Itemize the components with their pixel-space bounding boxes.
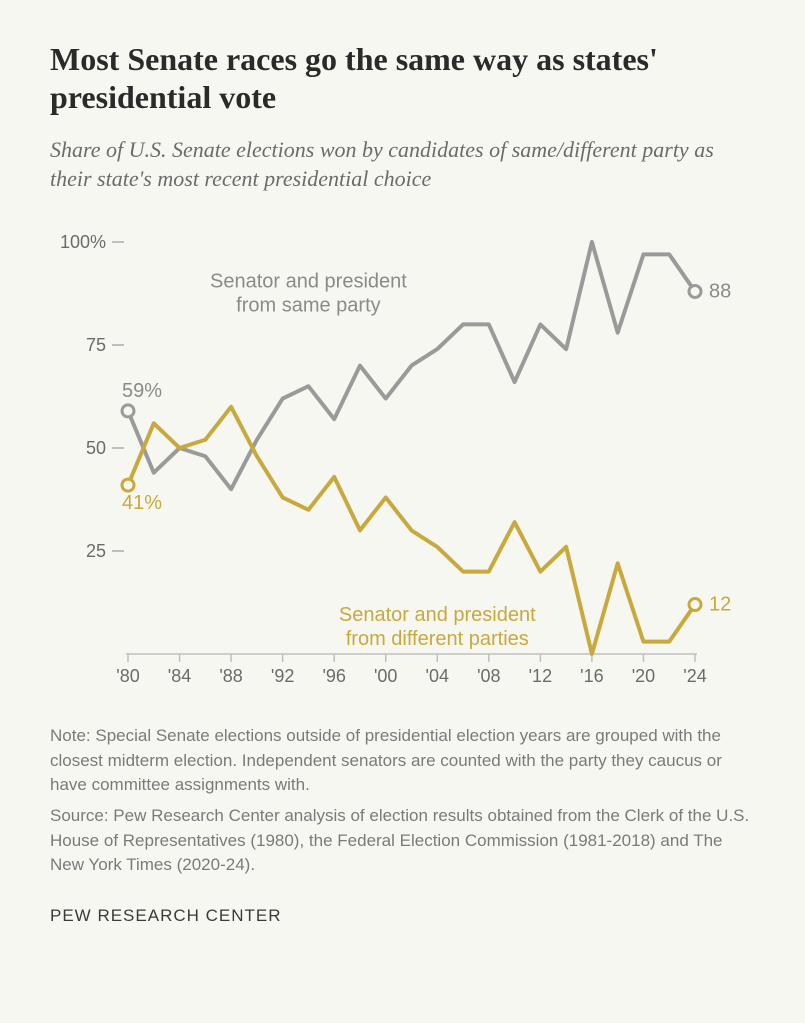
svg-text:from different parties: from different parties <box>346 628 529 650</box>
svg-text:'12: '12 <box>529 666 552 686</box>
chart-source: Source: Pew Research Center analysis of … <box>50 804 755 878</box>
chart-subtitle: Share of U.S. Senate elections won by ca… <box>50 135 755 194</box>
svg-text:'04: '04 <box>426 666 449 686</box>
svg-text:100%: 100% <box>60 232 106 252</box>
svg-text:'92: '92 <box>271 666 294 686</box>
footer-brand: PEW RESEARCH CENTER <box>50 906 755 926</box>
svg-text:88: 88 <box>709 281 731 303</box>
svg-text:59%: 59% <box>122 380 162 402</box>
svg-text:from same party: from same party <box>236 294 380 316</box>
chart-title: Most Senate races go the same way as sta… <box>50 40 755 117</box>
svg-text:'80: '80 <box>116 666 139 686</box>
svg-text:'20: '20 <box>632 666 655 686</box>
svg-text:'00: '00 <box>374 666 397 686</box>
svg-text:50: 50 <box>86 438 106 458</box>
svg-text:'96: '96 <box>322 666 345 686</box>
svg-text:'88: '88 <box>219 666 242 686</box>
svg-text:'08: '08 <box>477 666 500 686</box>
svg-text:'16: '16 <box>580 666 603 686</box>
svg-text:Senator and president: Senator and president <box>339 604 536 626</box>
line-chart: 25 50 75 100% '80 '84 '88 '92 '96 '00 '04 '08 '12 '16… <box>50 224 755 694</box>
chart-note: Note: Special Senate elections outside o… <box>50 724 755 798</box>
svg-text:'84: '84 <box>168 666 191 686</box>
svg-text:12: 12 <box>709 594 731 616</box>
svg-text:'24: '24 <box>683 666 706 686</box>
svg-text:25: 25 <box>86 541 106 561</box>
svg-text:Senator and president: Senator and president <box>210 270 407 292</box>
chart-area: 25 50 75 100% '80 '84 '88 '92 '96 '00 '04 '08 '12 '16… <box>50 224 755 694</box>
svg-text:75: 75 <box>86 335 106 355</box>
svg-text:41%: 41% <box>122 492 162 514</box>
